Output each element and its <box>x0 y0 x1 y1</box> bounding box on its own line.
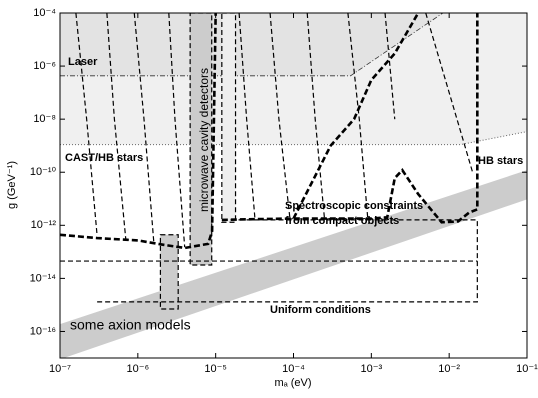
y-tick-label: 10⁻¹² <box>31 219 57 231</box>
limit-curve <box>384 13 396 120</box>
x-tick-label: 10⁻⁴ <box>282 363 305 375</box>
y-tick-label: 10⁻¹⁶ <box>30 325 56 337</box>
limit-curve <box>133 13 155 242</box>
y-tick-label: 10⁻⁸ <box>33 113 56 125</box>
limit-curve <box>75 13 98 236</box>
annotation: Spectroscopic constraints <box>285 200 423 212</box>
limit-curve <box>425 13 474 173</box>
x-tick-label: 10⁻² <box>438 363 460 375</box>
x-tick-label: 10⁻⁶ <box>127 363 150 375</box>
region <box>60 13 444 77</box>
y-tick-label: 10⁻¹⁴ <box>30 272 57 284</box>
limit-curve <box>269 13 291 219</box>
limit-curve <box>60 13 217 250</box>
y-tick-label: 10⁻⁶ <box>33 60 56 72</box>
region <box>221 13 237 223</box>
annotation: microwave cavity detectors <box>197 68 211 212</box>
limit-curve <box>168 13 186 248</box>
annotation: Laser <box>68 56 98 68</box>
region <box>189 13 213 266</box>
annotation: Uniform conditions <box>270 304 371 316</box>
x-tick-label: 10⁻⁷ <box>49 363 71 375</box>
limit-curve <box>292 13 420 220</box>
x-tick-label: 10⁻³ <box>360 363 382 375</box>
region <box>60 170 527 358</box>
x-tick-label: 10⁻¹ <box>516 363 538 375</box>
region <box>159 234 179 310</box>
limit-curve <box>238 13 256 220</box>
limit-curve <box>106 13 127 240</box>
annotation: from compact objects <box>285 215 399 227</box>
x-tick-label: 10⁻⁵ <box>204 363 227 375</box>
annotation: CAST/HB stars <box>65 152 143 164</box>
plot-area <box>60 13 527 358</box>
limit-curve <box>221 13 479 224</box>
annotation: HB stars <box>478 155 523 167</box>
annotation: some axion models <box>70 317 191 333</box>
y-tick-label: 10⁻¹⁰ <box>30 166 57 178</box>
limit-curve <box>306 13 326 219</box>
x-axis-label: mₐ (eV) <box>274 377 311 389</box>
y-tick-label: 10⁻⁴ <box>33 7 56 19</box>
y-axis-label: g (GeV⁻¹) <box>6 161 18 209</box>
limit-curve <box>347 13 369 219</box>
